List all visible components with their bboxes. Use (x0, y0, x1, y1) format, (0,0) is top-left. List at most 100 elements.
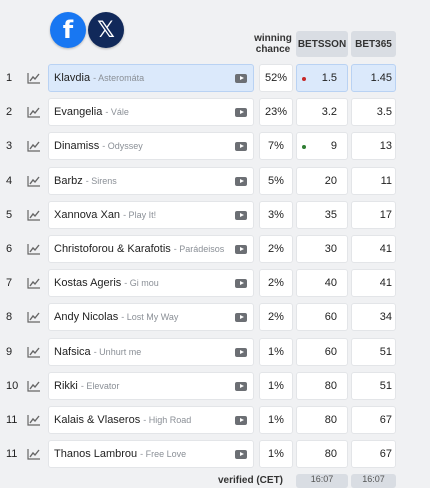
entry-name[interactable]: Thanos Lambrou - Free Love (48, 440, 254, 469)
bet365-odds[interactable]: 67 (351, 440, 396, 469)
verified-label: verified (CET) (218, 475, 284, 486)
betsson-odds[interactable]: 35 (296, 200, 348, 229)
trend-chart-icon[interactable] (27, 380, 41, 392)
rank-number: 7 (6, 277, 13, 290)
rank-number: 4 (6, 174, 13, 187)
trend-chart-icon[interactable] (27, 414, 41, 426)
youtube-play-icon[interactable] (235, 244, 247, 254)
winning-chance-header: winning chance (254, 33, 292, 55)
betsson-odds[interactable]: 80 (296, 371, 348, 400)
table-row: 5 Xannova Xan - Play It! 3% 35 17 (0, 200, 430, 234)
trend-chart-icon[interactable] (27, 106, 41, 118)
table-row: 4 Barbz - Sirens 5% 20 11 (0, 166, 430, 200)
artist-name: Andy Nicolas (54, 311, 119, 324)
bet365-odds-value: 41 (379, 277, 392, 290)
youtube-play-icon[interactable] (235, 381, 247, 391)
song-title: - Elevator (80, 380, 120, 391)
trend-chart-icon[interactable] (27, 175, 41, 187)
entry-name[interactable]: Kalais & Vlaseros - High Road (48, 405, 254, 434)
bet365-odds-value: 11 (380, 174, 392, 187)
entry-name[interactable]: Klavdia - Asteromáta (48, 64, 254, 92)
table-row: 10 Rikki - Elevator 1% 80 51 (0, 371, 430, 405)
bet365-odds-value: 3.5 (376, 106, 392, 119)
youtube-play-icon[interactable] (235, 176, 247, 186)
song-title: - Play It! (123, 209, 157, 220)
betsson-odds-value: 9 (330, 140, 337, 153)
trend-chart-icon[interactable] (27, 72, 41, 84)
footer: verified (CET) 16:07 16:07 (0, 473, 430, 488)
bet365-header[interactable]: BET365 (351, 31, 396, 57)
betsson-odds[interactable]: 60 (296, 337, 348, 366)
bet365-odds[interactable]: 41 (351, 234, 396, 263)
table-row: 11 Kalais & Vlaseros - High Road 1% 80 6… (0, 405, 430, 439)
bet365-odds[interactable]: 41 (351, 269, 396, 298)
entry-name[interactable]: Rikki - Elevator (48, 371, 254, 400)
trend-chart-icon[interactable] (27, 209, 41, 221)
rank-number: 5 (6, 208, 13, 221)
bet365-odds[interactable]: 67 (351, 405, 396, 434)
entry-name[interactable]: Dinamiss - Odyssey (48, 132, 254, 161)
betsson-header[interactable]: BETSSON (296, 31, 348, 57)
youtube-play-icon[interactable] (235, 210, 247, 220)
entry-name[interactable]: Andy Nicolas - Lost My Way (48, 303, 254, 332)
bet365-odds[interactable]: 3.5 (351, 98, 396, 127)
betsson-odds[interactable]: 30 (296, 234, 348, 263)
entry-name[interactable]: Kostas Ageris - Gi mou (48, 269, 254, 298)
bet365-odds[interactable]: 34 (351, 303, 396, 332)
trend-chart-icon[interactable] (27, 277, 41, 289)
bet365-odds[interactable]: 51 (351, 337, 396, 366)
winning-chance-value: 1% (259, 371, 293, 400)
betsson-odds[interactable]: 40 (296, 269, 348, 298)
bet365-odds-value: 51 (379, 379, 392, 392)
bet365-odds[interactable]: 1.45 (351, 64, 396, 92)
odds-change-dot-icon (302, 145, 306, 150)
artist-name: Thanos Lambrou (54, 448, 138, 461)
youtube-play-icon[interactable] (235, 279, 247, 289)
bet365-odds-value: 41 (379, 242, 392, 255)
facebook-share-button[interactable]: f (50, 12, 86, 48)
rank-number: 6 (6, 242, 13, 255)
bet365-odds[interactable]: 13 (351, 132, 396, 161)
entry-name[interactable]: Barbz - Sirens (48, 166, 254, 195)
betsson-odds[interactable]: 1.5 (296, 64, 348, 92)
betsson-odds[interactable]: 80 (296, 440, 348, 469)
entry-name[interactable]: Christoforou & Karafotis - Parádeisos (48, 234, 254, 263)
betsson-verified-time: 16:07 (296, 474, 348, 488)
bet365-odds-value: 67 (379, 413, 392, 426)
trend-chart-icon[interactable] (27, 448, 41, 460)
rank-number: 11 (6, 448, 18, 461)
betsson-odds[interactable]: 60 (296, 303, 348, 332)
trend-chart-icon[interactable] (27, 311, 41, 323)
betsson-odds[interactable]: 3.2 (296, 98, 348, 127)
youtube-play-icon[interactable] (235, 347, 247, 357)
bet365-odds[interactable]: 51 (351, 371, 396, 400)
bet365-odds[interactable]: 11 (351, 166, 396, 195)
winning-chance-value: 1% (259, 440, 293, 469)
x-share-button[interactable]: 𝕏 (88, 12, 124, 48)
entry-name[interactable]: Evangelia - Vále (48, 98, 254, 127)
youtube-play-icon[interactable] (235, 142, 247, 152)
artist-name: Rikki (54, 379, 78, 392)
song-title: - Free Love (140, 449, 187, 460)
entry-name[interactable]: Nafsica - Unhurt me (48, 337, 254, 366)
bet365-odds[interactable]: 17 (351, 200, 396, 229)
trend-chart-icon[interactable] (27, 346, 41, 358)
betsson-odds[interactable]: 80 (296, 405, 348, 434)
betsson-odds[interactable]: 20 (296, 166, 348, 195)
rank-number: 3 (6, 140, 13, 153)
entry-name[interactable]: Xannova Xan - Play It! (48, 200, 254, 229)
winning-chance-value: 52% (259, 64, 293, 92)
rank-number: 9 (6, 345, 13, 358)
trend-chart-icon[interactable] (27, 140, 41, 152)
youtube-play-icon[interactable] (235, 74, 247, 83)
youtube-play-icon[interactable] (235, 313, 247, 323)
table-row: 7 Kostas Ageris - Gi mou 2% 40 41 (0, 268, 430, 302)
betsson-odds[interactable]: 9 (296, 132, 348, 161)
bet365-odds-value: 34 (379, 311, 392, 324)
trend-chart-icon[interactable] (27, 243, 41, 255)
youtube-play-icon[interactable] (235, 108, 247, 118)
youtube-play-icon[interactable] (235, 450, 247, 460)
song-title: - Unhurt me (93, 346, 142, 357)
betsson-odds-value: 80 (324, 448, 337, 461)
youtube-play-icon[interactable] (235, 415, 247, 425)
